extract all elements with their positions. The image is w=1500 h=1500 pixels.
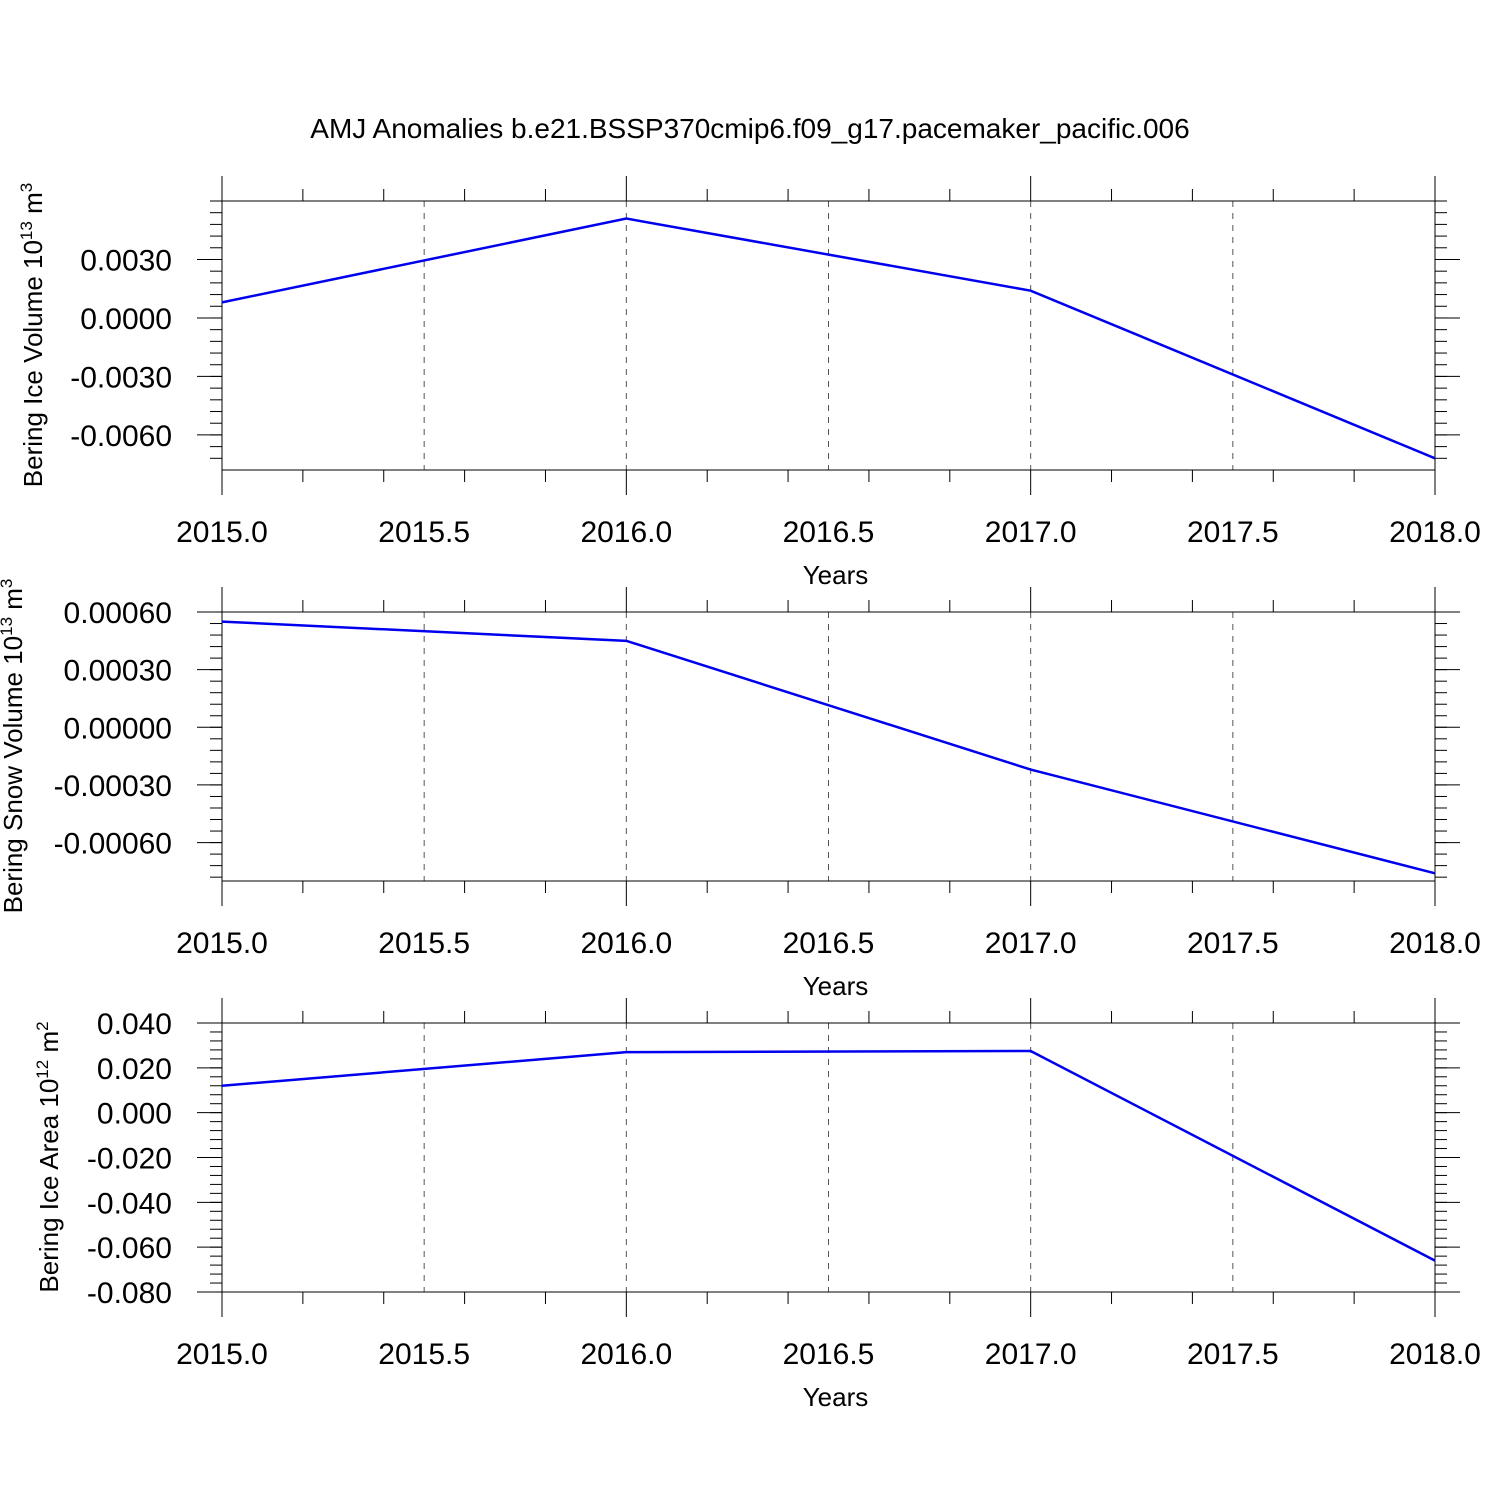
- x-tick-label: 2016.0: [580, 516, 672, 549]
- y-tick-label: 0.00060: [64, 597, 172, 630]
- y-tick-label: 0.040: [97, 1008, 172, 1041]
- x-tick-label: 2016.5: [783, 516, 875, 549]
- panel-snow-volume: 2015.0 2015.5 2016.0 2016.5 2017.0 2017.5 2018…: [0, 579, 1481, 1001]
- x-tick-label: 2016.0: [580, 927, 672, 960]
- x-tick-label: 2017.0: [985, 516, 1077, 549]
- series-line: [221, 620, 1436, 875]
- y-tick-label: -0.00060: [54, 828, 172, 861]
- y-tick-label: -0.060: [87, 1232, 172, 1265]
- x-tick-label: 2017.5: [1187, 516, 1279, 549]
- x-tick-label: 2015.5: [378, 927, 470, 960]
- x-tick-label: 2015.0: [176, 1338, 268, 1371]
- x-tick-label: 2016.5: [783, 927, 875, 960]
- y-tick-label: 0.00030: [64, 655, 172, 688]
- y-tick-label: 0.00000: [64, 712, 172, 745]
- series-line: [221, 217, 1436, 460]
- x-tick-label: 2018.0: [1389, 516, 1481, 549]
- x-tick-label: 2015.5: [378, 1338, 470, 1371]
- y-axis-label: Bering Ice Area 1012 m2: [33, 1021, 64, 1292]
- x-tick-label: 2015.0: [176, 516, 268, 549]
- x-tick-label: 2015.5: [378, 516, 470, 549]
- y-tick-label: 0.000: [97, 1098, 172, 1131]
- y-tick-label: -0.040: [87, 1187, 172, 1220]
- x-tick-label: 2017.0: [985, 1338, 1077, 1371]
- panel-ice-volume: 2015.0 2015.5 2016.0 2016.5 2017.0 2017.5 2018…: [17, 176, 1481, 590]
- y-tick-label: 0.0030: [80, 244, 172, 277]
- y-tick-label: -0.020: [87, 1143, 172, 1176]
- y-tick-label: -0.0060: [70, 420, 172, 453]
- x-axis-label: Years: [803, 971, 869, 1001]
- x-axis-label: Years: [803, 560, 869, 590]
- x-tick-label: 2018.0: [1389, 927, 1481, 960]
- x-axis-label: Years: [803, 1382, 869, 1412]
- x-tick-label: 2015.0: [176, 927, 268, 960]
- x-tick-label: 2017.5: [1187, 1338, 1279, 1371]
- y-tick-label: -0.0030: [70, 361, 172, 394]
- y-tick-label: -0.080: [87, 1277, 172, 1310]
- y-axis-label: Bering Ice Volume 1013 m3: [17, 183, 48, 487]
- panel-ice-area: 2015.0 2015.5 2016.0 2016.5 2017.0 2017.5 2018…: [33, 998, 1481, 1412]
- series-line: [221, 1049, 1436, 1262]
- x-tick-label: 2018.0: [1389, 1338, 1481, 1371]
- x-tick-label: 2017.5: [1187, 927, 1279, 960]
- y-tick-label: 0.020: [97, 1053, 172, 1086]
- x-tick-label: 2016.0: [580, 1338, 672, 1371]
- x-tick-label: 2017.0: [985, 927, 1077, 960]
- figure-title: AMJ Anomalies b.e21.BSSP370cmip6.f09_g17…: [310, 113, 1189, 144]
- y-tick-label: 0.0000: [80, 303, 172, 336]
- y-tick-label: -0.00030: [54, 770, 172, 803]
- x-tick-label: 2016.5: [783, 1338, 875, 1371]
- y-axis-label: Bering Snow Volume 1013 m3: [0, 579, 28, 914]
